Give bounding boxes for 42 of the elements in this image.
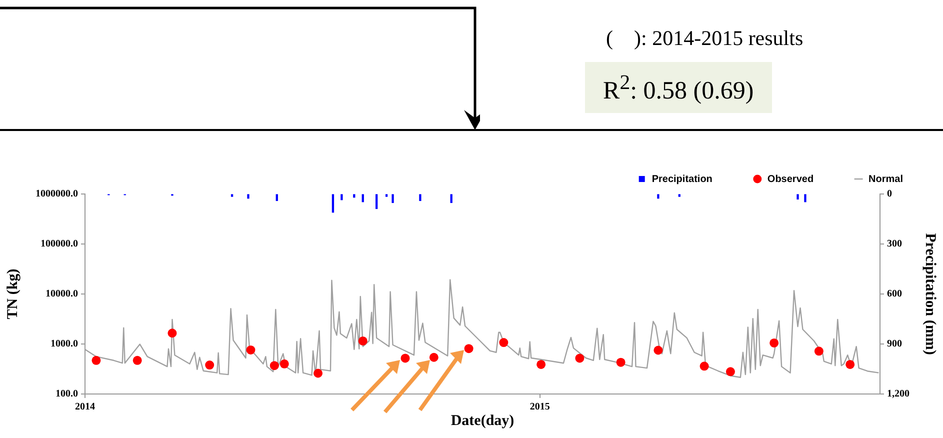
point xyxy=(814,346,824,356)
x-tick-label: 2014 xyxy=(75,402,95,413)
point xyxy=(575,354,584,363)
x-axis-title: Date(day) xyxy=(450,412,514,429)
legend-label: Precipitation xyxy=(652,174,712,185)
point xyxy=(314,368,323,378)
y-tick-label: 1000.0 xyxy=(50,338,78,350)
point xyxy=(616,358,626,367)
point xyxy=(246,345,256,354)
point xyxy=(654,346,663,355)
y-tick-label: 100.0 xyxy=(56,388,78,400)
y2-tick-label: 0 xyxy=(887,188,892,200)
point xyxy=(726,367,735,376)
y-tick-label: 100000.0 xyxy=(40,238,78,250)
point xyxy=(168,328,177,338)
y-axis-title: TN (kg) xyxy=(4,268,21,320)
legend-label: Observed xyxy=(767,174,814,185)
y2-tick-label: 1,200 xyxy=(887,388,910,400)
point xyxy=(536,360,546,369)
text: ( ): 2014-2015 results xyxy=(606,26,804,51)
x-tick-label: 2015 xyxy=(530,402,550,413)
y2-tick-label: 900 xyxy=(887,338,902,350)
y2-tick-label: 300 xyxy=(887,238,902,250)
point xyxy=(400,354,410,363)
y2-tick-label: 600 xyxy=(887,288,902,300)
legend-label: Normal xyxy=(868,174,904,185)
point xyxy=(205,360,214,370)
point xyxy=(770,338,779,348)
point xyxy=(132,356,142,365)
point xyxy=(92,356,101,365)
point xyxy=(700,362,709,371)
y-tick-label: 10000.0 xyxy=(46,288,78,300)
point xyxy=(464,344,474,354)
point xyxy=(270,361,279,370)
point xyxy=(358,336,368,346)
y-tick-label: 1000000.0 xyxy=(36,188,78,200)
y2-axis-title: Precipitation (mm) xyxy=(922,233,938,355)
text: R$^{2}$: 0.58 (0.69) xyxy=(585,62,772,114)
point xyxy=(499,338,508,348)
point xyxy=(429,352,438,362)
point xyxy=(846,360,855,369)
point xyxy=(280,359,289,368)
